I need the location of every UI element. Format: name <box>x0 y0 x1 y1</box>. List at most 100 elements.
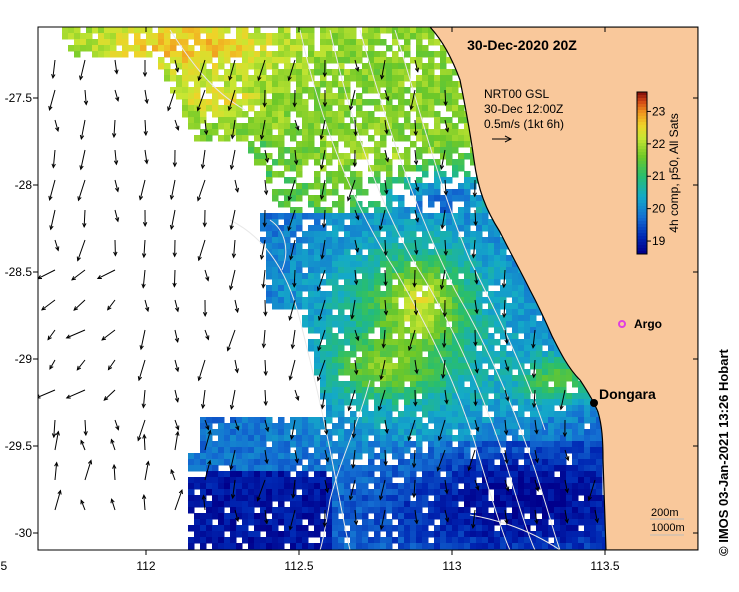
sst-cell <box>332 213 339 220</box>
sst-cell <box>584 519 591 526</box>
sst-cell <box>302 75 309 82</box>
sst-cell <box>314 99 321 106</box>
sst-cell <box>578 507 585 514</box>
sst-cell <box>410 417 417 424</box>
sst-cell <box>392 261 399 268</box>
sst-cell <box>434 183 441 190</box>
current-arrow <box>444 239 447 255</box>
sst-cell <box>194 75 201 82</box>
sst-cell <box>404 309 411 316</box>
sst-cell <box>290 45 297 52</box>
sst-cell <box>386 261 393 268</box>
sst-cell <box>446 291 453 298</box>
sst-cell <box>326 525 333 532</box>
sst-cell <box>380 537 387 544</box>
sst-cell <box>500 435 507 442</box>
current-arrow-head <box>202 222 207 228</box>
sst-cell <box>386 369 393 376</box>
sst-cell <box>332 141 339 148</box>
sst-cell <box>326 273 333 280</box>
sst-cell <box>428 327 435 334</box>
sst-cell <box>542 459 549 466</box>
sst-cell <box>482 255 489 262</box>
sst-cell <box>470 303 477 310</box>
sst-cell <box>476 339 483 346</box>
sst-cell <box>326 495 333 502</box>
sst-cell <box>452 159 459 166</box>
sst-cell <box>308 327 315 334</box>
sst-cell <box>524 501 531 508</box>
sst-cell <box>314 351 321 358</box>
sst-cell <box>404 393 411 400</box>
sst-cell <box>164 39 171 46</box>
sst-cell <box>590 429 597 436</box>
sst-cell <box>434 75 441 82</box>
sst-cell <box>458 129 465 136</box>
sst-cell <box>452 87 459 94</box>
sst-cell <box>194 465 201 472</box>
sst-cell <box>446 501 453 508</box>
sst-cell <box>398 351 405 358</box>
sst-cell <box>230 105 237 112</box>
sst-cell <box>260 225 267 232</box>
sst-cell <box>392 405 399 412</box>
current-arrow-head <box>83 431 88 437</box>
current-arrow-head <box>174 307 180 313</box>
sst-cell <box>284 249 291 256</box>
sst-cell <box>308 477 315 484</box>
sst-cell <box>278 27 285 34</box>
sst-cell <box>458 405 465 412</box>
sst-cell <box>386 75 393 82</box>
sst-cell <box>362 429 369 436</box>
sst-cell <box>308 543 315 550</box>
sst-cell <box>356 543 363 550</box>
sst-cell <box>458 477 465 484</box>
sst-cell <box>254 129 261 136</box>
sst-cell <box>476 273 483 280</box>
sst-cell <box>200 525 207 532</box>
sst-cell <box>344 273 351 280</box>
sst-cell <box>266 483 273 490</box>
sst-cell <box>278 99 285 106</box>
sst-cell <box>446 237 453 244</box>
sst-cell <box>374 213 381 220</box>
sst-cell <box>434 441 441 448</box>
sst-cell <box>542 489 549 496</box>
sst-cell <box>362 399 369 406</box>
sst-cell <box>368 297 375 304</box>
sst-cell <box>338 405 345 412</box>
sst-cell <box>542 543 549 550</box>
current-arrow <box>534 479 539 491</box>
sst-cell <box>428 543 435 550</box>
sst-cell <box>578 417 585 424</box>
sst-cell <box>398 519 405 526</box>
sst-cell <box>506 375 513 382</box>
sst-cell <box>320 381 327 388</box>
sst-cell <box>560 537 567 544</box>
sst-cell <box>524 471 531 478</box>
sst-cell <box>398 417 405 424</box>
sst-cell <box>422 279 429 286</box>
sst-cell <box>338 387 345 394</box>
sst-cell <box>266 291 273 298</box>
sst-cell <box>416 495 423 502</box>
current-arrow-head <box>207 459 212 465</box>
sst-cell <box>476 375 483 382</box>
sst-cell <box>278 543 285 550</box>
sst-cell <box>326 411 333 418</box>
sst-cell <box>230 75 237 82</box>
sst-cell <box>344 123 351 130</box>
sst-cell <box>440 57 447 64</box>
current-arrow-head <box>439 164 445 171</box>
sst-cell <box>200 57 207 64</box>
sst-cell <box>488 267 495 274</box>
sst-cell <box>362 339 369 346</box>
sst-cell <box>416 123 423 130</box>
sst-cell <box>104 51 111 58</box>
current-arrow <box>202 389 206 409</box>
sst-cell <box>326 339 333 346</box>
sst-cell <box>530 495 537 502</box>
sst-cell <box>332 297 339 304</box>
sst-cell <box>440 63 447 70</box>
sst-cell <box>362 27 369 34</box>
